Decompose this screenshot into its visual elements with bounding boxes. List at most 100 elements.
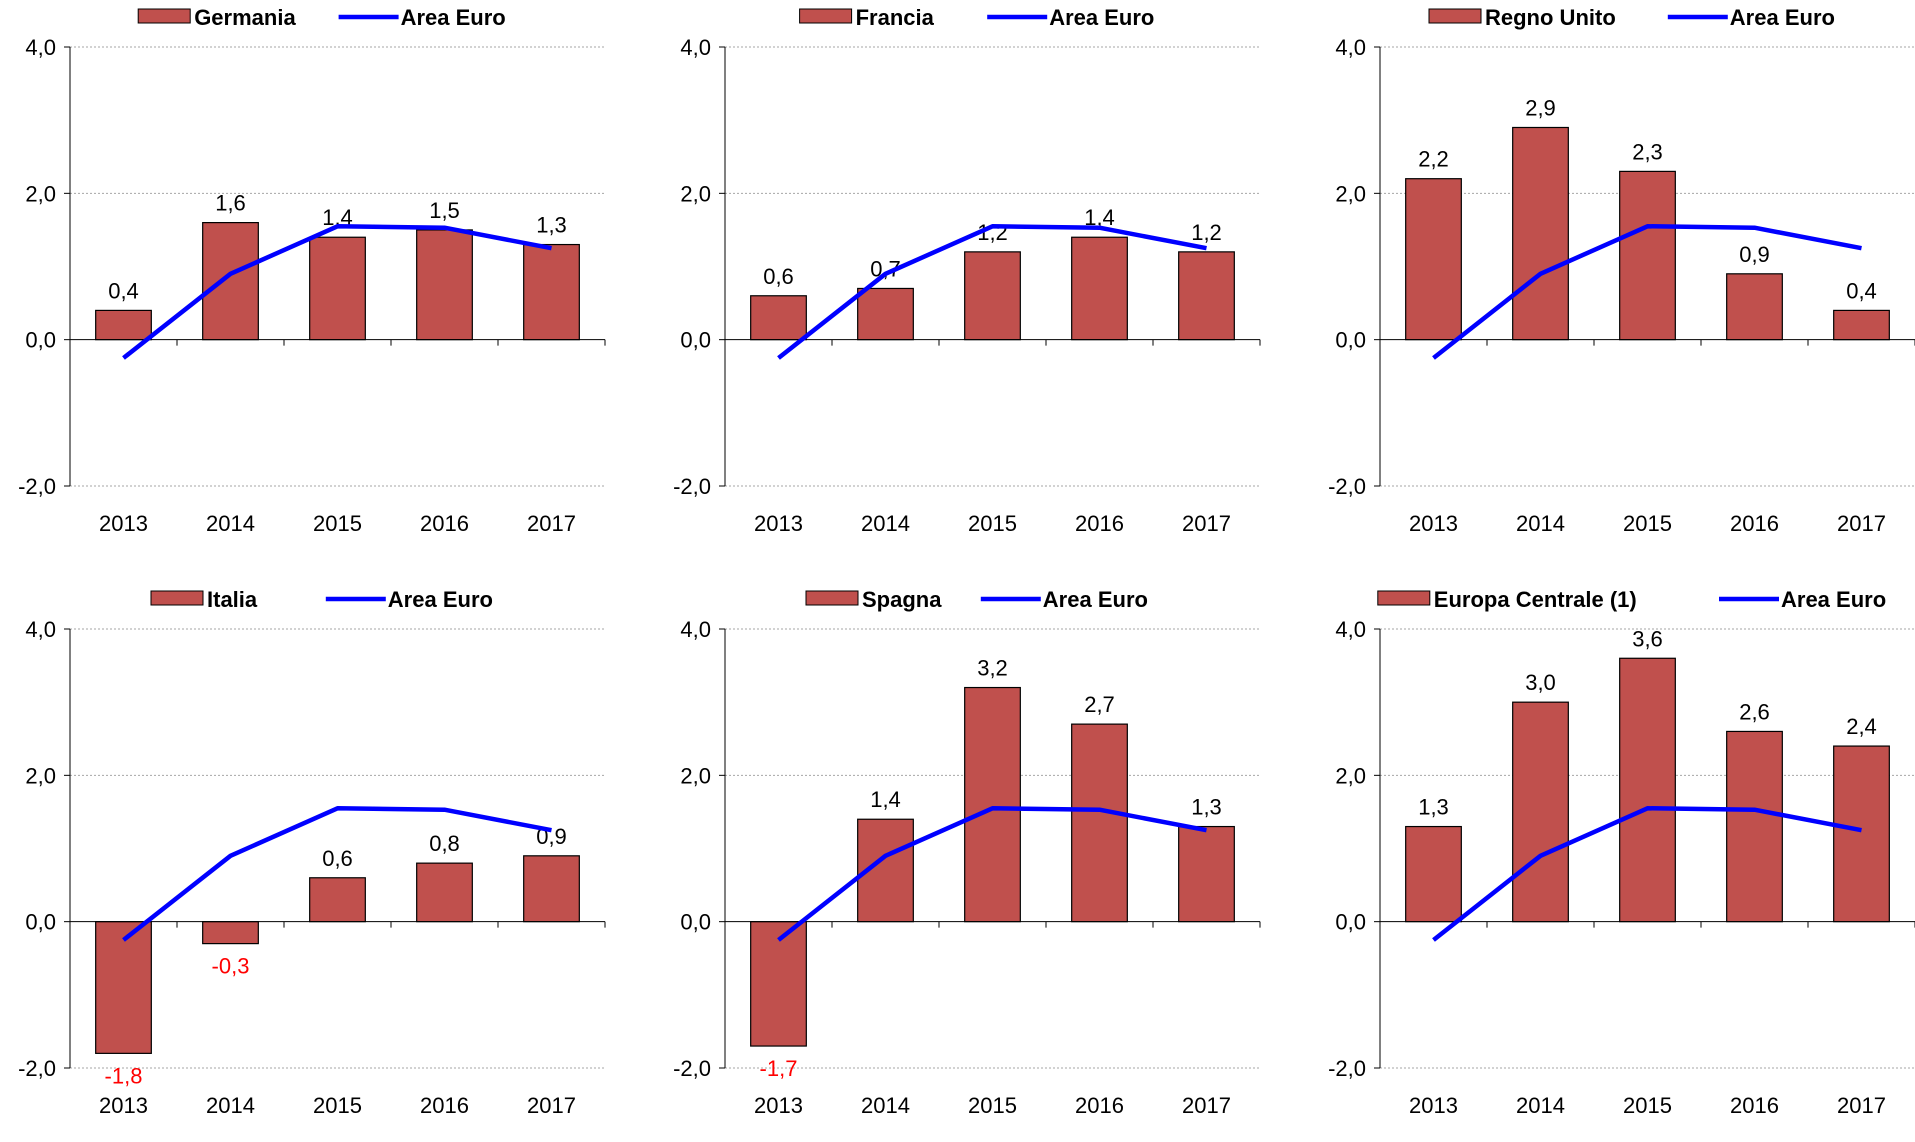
- y-tick-label: 2,0: [1335, 181, 1366, 206]
- legend-label-bar: Francia: [856, 5, 935, 30]
- x-tick-label: 2014: [1516, 511, 1565, 536]
- y-tick-label: 2,0: [25, 763, 56, 788]
- series-line-area-euro: [122, 806, 552, 942]
- x-tick-label: 2013: [99, 1093, 148, 1118]
- y-tick-label: 0,0: [680, 910, 711, 935]
- data-label: 0,4: [1846, 278, 1877, 303]
- bar: [1726, 273, 1783, 341]
- data-label: 2,2: [1418, 147, 1449, 172]
- bar: [1512, 701, 1569, 923]
- bar: [1405, 825, 1462, 923]
- y-tick-label: 2,0: [1335, 763, 1366, 788]
- series-line-area-euro: [1432, 224, 1862, 360]
- data-label: 2,6: [1739, 699, 1770, 724]
- legend-label-line: Area Euro: [388, 587, 493, 612]
- x-tick-label: 2017: [527, 511, 576, 536]
- x-tick-label: 2014: [206, 511, 255, 536]
- bar: [1512, 126, 1569, 341]
- chart-panel-francia: -2,0 0,0 2,0 4,0 0,6 0,7 1,2 1,4 1,2 2013 2014 2015…: [655, 0, 1295, 560]
- bar: [95, 309, 152, 341]
- x-tick-label: 2015: [1623, 511, 1672, 536]
- y-tick-label: -2,0: [673, 1056, 711, 1081]
- y-tick-label: 2,0: [25, 181, 56, 206]
- data-label: 2,3: [1632, 139, 1663, 164]
- data-label: 3,6: [1632, 626, 1663, 651]
- data-label: 2,9: [1525, 95, 1556, 120]
- y-tick-label: 4,0: [1335, 35, 1366, 60]
- legend-label-line: Area Euro: [401, 5, 506, 30]
- data-label: 1,5: [429, 198, 460, 223]
- x-tick-label: 2013: [754, 511, 803, 536]
- legend-label-bar: Italia: [207, 587, 258, 612]
- bar: [202, 921, 259, 945]
- x-tick-label: 2013: [1409, 511, 1458, 536]
- x-tick-label: 2016: [1730, 511, 1779, 536]
- data-label: 1,3: [1191, 795, 1222, 820]
- y-tick-label: 2,0: [680, 181, 711, 206]
- x-tick-label: 2015: [1623, 1093, 1672, 1118]
- bar: [1726, 730, 1783, 923]
- data-label: 1,3: [1418, 795, 1449, 820]
- y-tick-label: 4,0: [25, 35, 56, 60]
- bar: [964, 686, 1021, 923]
- x-tick-label: 2015: [313, 1093, 362, 1118]
- data-label: -0,3: [212, 954, 250, 979]
- bar: [202, 222, 259, 341]
- x-tick-label: 2017: [1837, 511, 1886, 536]
- x-tick-label: 2016: [1075, 1093, 1124, 1118]
- y-tick-label: -2,0: [18, 1056, 56, 1081]
- chart-panel-europa-centrale: -2,0 0,0 2,0 4,0 1,3 3,0 3,6 2,6 2,4 2013 2014 2015…: [1310, 582, 1915, 1142]
- legend-label-line: Area Euro: [1049, 5, 1154, 30]
- data-label: 1,6: [215, 191, 246, 216]
- y-tick-label: 4,0: [25, 617, 56, 642]
- data-label: 1,3: [536, 213, 567, 238]
- bar: [309, 877, 366, 923]
- x-tick-label: 2016: [420, 511, 469, 536]
- chart-svg: -2,0 0,0 2,0 4,0 1,3 3,0 3,6 2,6 2,4 2013 2014 2015…: [1328, 587, 1915, 1118]
- bar: [416, 862, 473, 923]
- series-line-area-euro: [122, 224, 552, 360]
- bar: [964, 251, 1021, 341]
- data-label: 2,4: [1846, 714, 1877, 739]
- x-tick-label: 2015: [968, 511, 1017, 536]
- bar: [1405, 178, 1462, 341]
- bar: [1178, 825, 1235, 923]
- bar: [416, 229, 473, 341]
- chart-panel-spagna: -2,0 0,0 2,0 4,0 -1,7 1,4 3,2 2,7 1,3 2013 2014 201…: [655, 582, 1295, 1142]
- x-tick-label: 2016: [1730, 1093, 1779, 1118]
- x-tick-label: 2014: [206, 1093, 255, 1118]
- x-tick-label: 2013: [754, 1093, 803, 1118]
- data-label: 0,4: [108, 278, 139, 303]
- data-label: 1,2: [1191, 220, 1222, 245]
- legend-label-line: Area Euro: [1730, 5, 1835, 30]
- chart-svg: -2,0 0,0 2,0 4,0 -1,7 1,4 3,2 2,7 1,3 2013 2014 201…: [673, 587, 1261, 1118]
- bar: [1619, 170, 1676, 341]
- y-tick-label: 0,0: [25, 910, 56, 935]
- legend-label-line: Area Euro: [1781, 587, 1886, 612]
- y-tick-label: -2,0: [673, 474, 711, 499]
- legend-label-bar: Regno Unito: [1485, 5, 1616, 30]
- x-tick-label: 2013: [99, 511, 148, 536]
- x-tick-label: 2014: [1516, 1093, 1565, 1118]
- y-tick-label: 4,0: [680, 35, 711, 60]
- series-line-area-euro: [1432, 806, 1862, 942]
- x-tick-label: 2017: [1182, 511, 1231, 536]
- bar: [1833, 309, 1890, 341]
- data-label: 0,6: [322, 846, 353, 871]
- x-tick-label: 2014: [861, 1093, 910, 1118]
- x-tick-label: 2017: [1837, 1093, 1886, 1118]
- y-tick-label: 0,0: [25, 328, 56, 353]
- x-tick-label: 2017: [1182, 1093, 1231, 1118]
- data-label: 2,7: [1084, 692, 1115, 717]
- y-tick-label: 0,0: [1335, 328, 1366, 353]
- x-tick-label: 2016: [420, 1093, 469, 1118]
- x-tick-label: 2013: [1409, 1093, 1458, 1118]
- bar: [1619, 657, 1676, 923]
- data-label: 0,6: [763, 264, 794, 289]
- x-tick-label: 2015: [968, 1093, 1017, 1118]
- chart-panel-regno-unito: -2,0 0,0 2,0 4,0 2,2 2,9 2,3 0,9 0,4 2013 2014 2015…: [1310, 0, 1915, 560]
- data-label: -1,8: [105, 1063, 143, 1088]
